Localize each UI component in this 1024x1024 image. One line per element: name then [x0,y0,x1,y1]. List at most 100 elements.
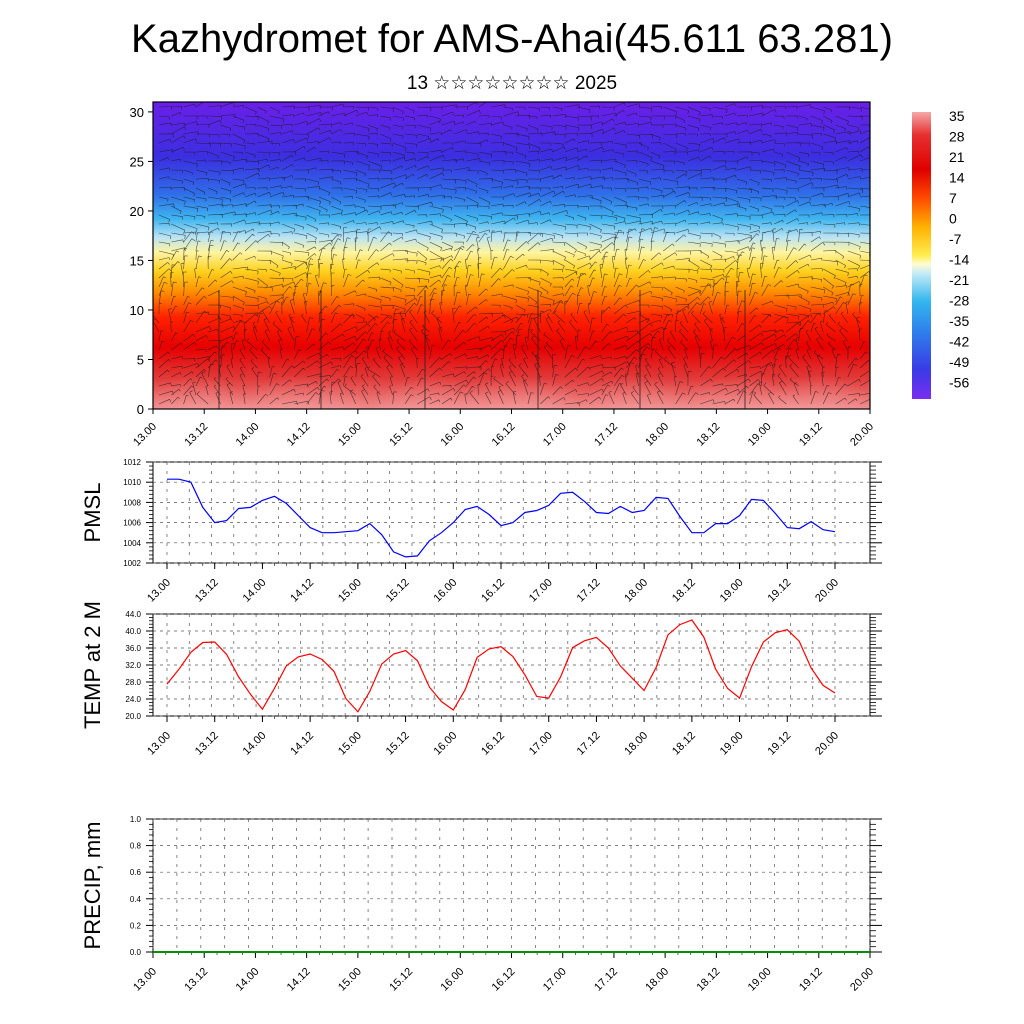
x-tick-label: 19.12 [797,421,825,449]
y-tick-label: 0.6 [130,868,142,877]
colorbar-label: 14 [949,170,965,186]
grid [153,613,870,717]
colorbar-label: -7 [949,231,962,247]
pmsl-panel: 1002 1004 1006 1008 1010 1012 PMSL 13.00 13.12 14… [80,458,882,605]
colorbar-label: -28 [949,293,969,309]
x-tick-label: 19.12 [765,730,793,758]
colorbar: 35 28 21 14 7 0 -7 -14 -21 -28 -35 -42 -49 -56 [912,108,969,399]
chart-title: Kazhydromet for AMS-Ahai(45.611 63.281) [131,17,893,61]
y-axis: 0.0 0.2 0.4 0.6 0.8 1.0 [130,815,882,957]
colorbar-label: -21 [949,272,969,288]
x-tick-label: 16.00 [438,966,466,994]
y-tick-label: 20 [130,204,144,219]
x-tick-label: 17.00 [541,421,569,449]
x-tick-label: 16.12 [490,421,518,449]
grid [153,461,870,564]
x-tick-label: 17.12 [575,730,603,758]
x-tick-label: 13.00 [145,577,173,605]
temperature-panel: 20.0 24.0 28.0 32.0 36.0 40.0 44.0 TEMP at 2 M 1… [80,601,882,758]
x-tick-label: 16.12 [490,966,518,994]
x-tick-label: 16.12 [479,577,507,605]
y-tick-label: 20.0 [125,712,141,721]
x-tick-label: 13.12 [182,421,210,449]
x-tick-label: 14.12 [288,577,316,605]
y-tick-label: 0.8 [130,842,142,851]
colorbar-label: -42 [949,334,969,350]
x-axis: 13.00 13.12 14.00 14.12 15.00 15.12 16.00 16.12… [131,952,876,994]
x-tick-label: 13.12 [182,966,210,994]
x-tick-label: 18.12 [670,577,698,605]
colorbar-label: -35 [949,313,969,329]
x-tick-label: 18.12 [695,421,723,449]
colorbar-gradient [912,112,931,399]
y-tick-label: 1004 [123,539,141,548]
x-tick-label: 15.00 [336,421,364,449]
x-tick-label: 17.12 [592,966,620,994]
x-tick-label: 19.00 [718,577,746,605]
y-tick-label: 28.0 [125,678,141,687]
y-tick-label: 1006 [123,519,141,528]
colorbar-label: 0 [949,211,957,227]
x-tick-label: 18.00 [622,577,650,605]
cross-section-x-axis: 13.00 13.12 14.00 14.12 15.00 15.12 16.00 16.12… [131,409,876,449]
x-tick-label: 14.00 [241,577,269,605]
x-tick-label: 15.12 [387,966,415,994]
wind-vectors [153,102,870,409]
x-tick-label: 14.12 [285,421,313,449]
y-tick-label: 1.0 [130,815,142,824]
y-tick-label: 10 [130,303,144,318]
y-tick-label: 0.2 [130,921,142,930]
chart-subtitle: 13 ☆☆☆☆☆☆☆☆ 2025 [406,73,618,94]
warm-area [153,339,250,409]
series-line [166,619,836,713]
x-tick-label: 18.00 [622,730,650,758]
y-tick-label: 1012 [123,458,141,467]
x-tick-label: 20.00 [848,966,876,994]
y-tick-label: 15 [130,253,144,268]
colorbar-label: -49 [949,354,969,370]
x-tick-label: 20.00 [848,421,876,449]
x-tick-label: 13.00 [145,730,173,758]
y-tick-label: 44.0 [125,610,141,619]
x-tick-label: 20.00 [813,577,841,605]
x-tick-label: 18.00 [643,421,671,449]
x-tick-label: 13.00 [131,966,159,994]
x-tick-label: 14.12 [285,966,313,994]
x-tick-label: 15.00 [336,966,364,994]
warm-area [580,339,690,409]
y-tick-label: 1002 [123,559,141,568]
x-tick-label: 16.12 [479,730,507,758]
y-tick-label: 0 [137,402,144,417]
x-tick-label: 16.00 [438,421,466,449]
colorbar-label: 35 [949,108,965,124]
y-tick-label: 32.0 [125,661,141,670]
x-tick-label: 17.12 [575,577,603,605]
x-tick-label: 14.12 [288,730,316,758]
precipitation-panel: 0.0 0.2 0.4 0.6 0.8 1.0 PRECIP, mm 13.00 13.12 14… [80,815,882,994]
y-tick-label: 24.0 [125,695,141,704]
y-tick-label: 1010 [123,478,141,487]
colorbar-labels: 35 28 21 14 7 0 -7 -14 -21 -28 -35 -42 -49 -56 [949,108,969,391]
y-tick-label: 30 [130,105,144,120]
x-tick-label: 15.12 [384,577,412,605]
x-tick-label: 20.00 [813,730,841,758]
y-axis-label: TEMP at 2 M [80,601,105,729]
series-line [167,478,836,558]
x-tick-label: 15.12 [387,421,415,449]
y-tick-label: 0.0 [130,948,142,957]
x-tick-label: 14.00 [241,730,269,758]
cross-section-panel: 0 5 10 15 20 25 30 13.00 13.12 14.00 14.12 15.00 15… [130,101,876,449]
x-tick-label: 14.00 [234,421,262,449]
x-axis: 13.00 13.12 14.00 14.12 15.00 15.12 16.00 16.12… [145,716,841,758]
y-tick-label: 1008 [123,498,141,507]
colorbar-label: -56 [949,375,969,391]
x-tick-label: 17.12 [592,421,620,449]
panel-frame [152,461,871,564]
colorbar-label: -14 [949,252,969,268]
x-tick-label: 18.12 [670,730,698,758]
warm-area [765,339,870,409]
x-tick-label: 19.12 [765,577,793,605]
x-axis: 13.00 13.12 14.00 14.12 15.00 15.12 16.00 16.12… [145,563,841,605]
colorbar-label: 7 [949,190,957,206]
